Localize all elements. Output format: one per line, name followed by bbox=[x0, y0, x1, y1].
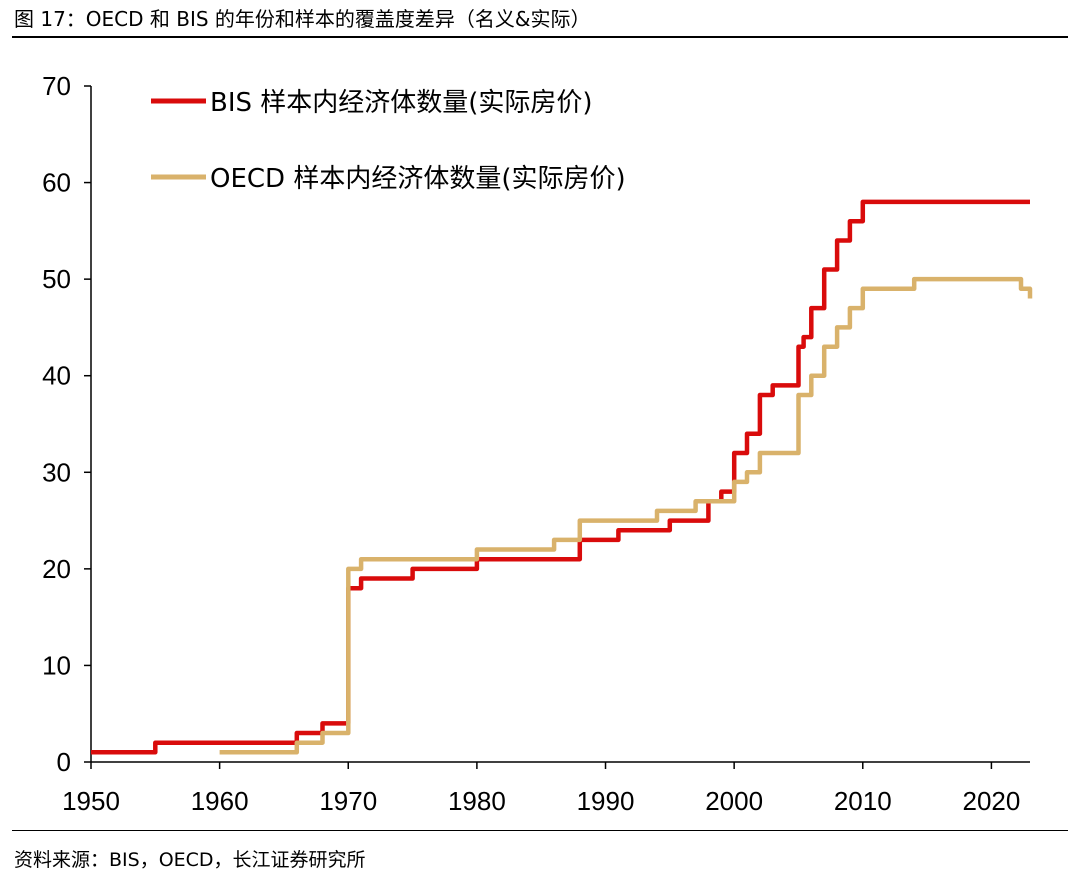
x-tick-label: 1960 bbox=[191, 786, 249, 816]
x-tick-label: 1990 bbox=[577, 786, 635, 816]
x-tick-label: 1970 bbox=[319, 786, 377, 816]
source-note: 资料来源：BIS，OECD，长江证券研究所 bbox=[14, 849, 366, 871]
y-tick-label: 20 bbox=[42, 554, 71, 584]
figure-title: 图 17：OECD 和 BIS 的年份和样本的覆盖度差异（名义&实际） bbox=[14, 7, 591, 31]
chart-legend: BIS 样本内经济体数量(实际房价) OECD 样本内经济体数量(实际房价) bbox=[151, 88, 626, 194]
legend-label: OECD 样本内经济体数量(实际房价) bbox=[210, 164, 626, 194]
x-tick-label: 1950 bbox=[62, 786, 120, 816]
x-tick-label: 2010 bbox=[834, 786, 892, 816]
title-rule bbox=[12, 36, 1068, 38]
legend-label: BIS 样本内经济体数量(实际房价) bbox=[210, 88, 593, 118]
x-tick-label: 2000 bbox=[705, 786, 763, 816]
y-tick-label: 0 bbox=[57, 747, 71, 777]
source-rule bbox=[12, 830, 1068, 831]
y-tick-label: 40 bbox=[42, 361, 71, 391]
chart-axes: 0 10 20 30 40 50 60 70 1950 1960 1970 1980 1990 2000 2… bbox=[42, 71, 1030, 816]
y-tick-label: 30 bbox=[42, 457, 71, 487]
x-tick-label: 2020 bbox=[962, 786, 1020, 816]
series-line-oecd bbox=[219, 276, 1033, 755]
series-line-bis bbox=[91, 199, 1030, 755]
x-tick-label: 1980 bbox=[448, 786, 506, 816]
chart-series bbox=[91, 199, 1033, 755]
y-tick-label: 70 bbox=[42, 71, 71, 101]
y-tick-label: 60 bbox=[42, 168, 71, 198]
y-tick-label: 10 bbox=[42, 650, 71, 680]
y-tick-label: 50 bbox=[42, 264, 71, 294]
